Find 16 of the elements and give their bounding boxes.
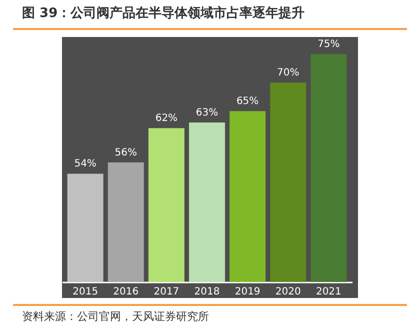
data-label: 75%	[318, 39, 340, 50]
chart-title: 图 39：公司阀产品在半导体领域市占率逐年提升	[22, 4, 305, 22]
data-label: 63%	[196, 107, 218, 118]
text: 资料来源：公司官网，天风证券研究所	[22, 309, 209, 324]
data-label: 65%	[236, 96, 259, 108]
data-label: 62%	[155, 113, 178, 124]
x-tick-label: 2021	[316, 286, 342, 298]
x-tick-label: 2020	[275, 286, 301, 298]
x-tick-label: 2015	[72, 286, 98, 298]
x-tick-label: 2019	[234, 286, 260, 298]
x-tick-label: 2017	[154, 286, 180, 298]
x-tick-label: 2016	[113, 286, 139, 298]
x-tick-label: 2018	[194, 286, 220, 298]
data-label: 56%	[114, 147, 137, 158]
data-label: 70%	[277, 68, 300, 79]
data-label: 54%	[74, 158, 96, 170]
